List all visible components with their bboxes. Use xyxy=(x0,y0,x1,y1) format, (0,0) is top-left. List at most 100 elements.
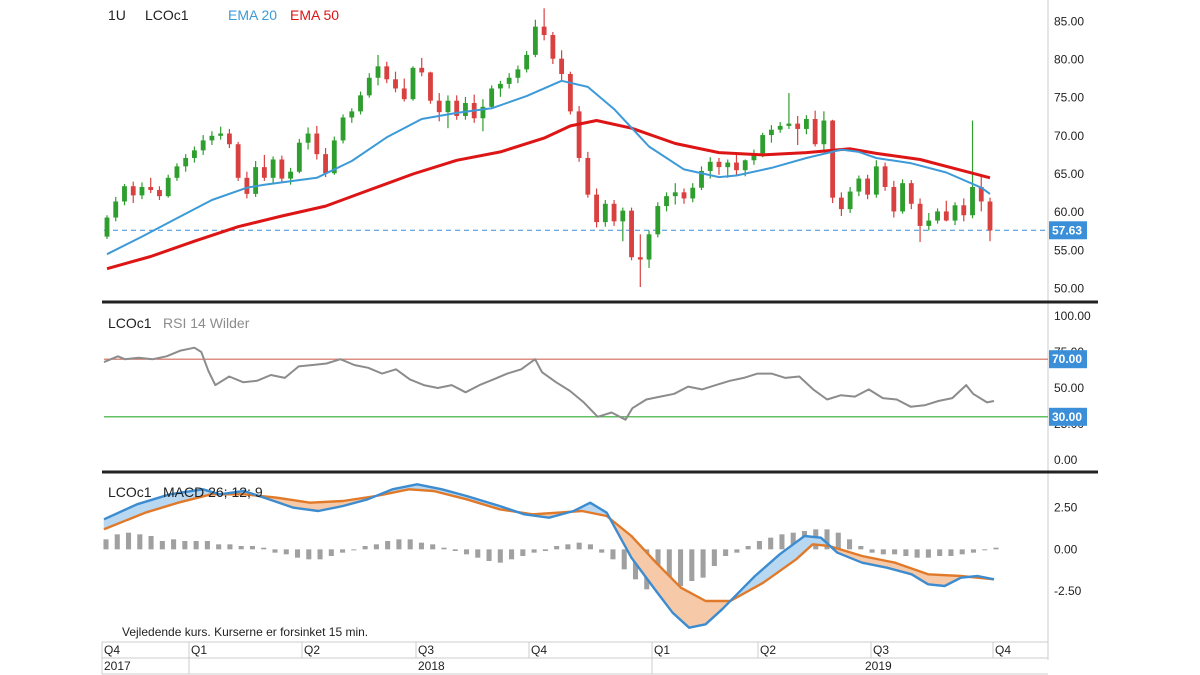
macd-histogram-bar xyxy=(970,549,977,553)
candle-body xyxy=(550,35,556,59)
candle-body xyxy=(602,203,608,223)
candle-body xyxy=(734,162,739,171)
candle-body xyxy=(900,183,905,212)
macd-histogram-bar xyxy=(869,549,875,553)
macd-histogram-bar xyxy=(689,549,695,581)
candle-body xyxy=(314,133,320,155)
macd-histogram-bar xyxy=(114,534,120,550)
symbol-label[interactable]: LCOc1 xyxy=(145,7,189,23)
macd-histogram-bar xyxy=(880,549,886,555)
macd-histogram-bar xyxy=(520,549,526,556)
macd-histogram-bar xyxy=(835,532,841,550)
interval-label[interactable]: 1U xyxy=(108,7,126,23)
macd-histogram-bar xyxy=(159,541,165,550)
candle-body xyxy=(270,159,276,178)
macd-histogram-bar xyxy=(340,549,346,553)
macd-histogram-bar xyxy=(847,539,853,550)
candle-body xyxy=(803,119,809,129)
macd-histogram-bar xyxy=(858,546,864,550)
macd-histogram-bar xyxy=(723,549,729,556)
macd-histogram-bar xyxy=(294,549,301,558)
candle-body xyxy=(157,190,162,197)
chart-frame xyxy=(101,0,1098,675)
candle-body xyxy=(419,67,425,73)
macd-histogram-bar xyxy=(441,547,447,550)
macd-indicator-label[interactable]: MACD 26; 12; 9 xyxy=(163,484,263,500)
candle-body xyxy=(917,203,923,226)
macd-histogram-bar xyxy=(756,541,762,550)
macd-histogram-bar xyxy=(272,549,278,553)
macd-histogram-bar xyxy=(599,549,605,553)
candle-body xyxy=(891,186,897,212)
candle-body xyxy=(200,140,206,151)
candle-body xyxy=(681,192,687,199)
candle-body xyxy=(296,142,302,172)
candle-body xyxy=(261,167,267,178)
candle-body xyxy=(690,187,696,199)
candle-body xyxy=(751,153,757,161)
rsi-panel xyxy=(103,346,1048,421)
macd-fill-segment xyxy=(676,582,682,621)
price-tick-label: 75.00 xyxy=(1054,91,1084,105)
macd-fill-segment xyxy=(701,598,706,626)
candle-body xyxy=(655,206,661,235)
candle-body xyxy=(707,161,713,171)
year-label: 2018 xyxy=(418,659,445,673)
macd-histogram-bar xyxy=(430,544,436,550)
candle-body xyxy=(445,100,451,113)
ema20-label[interactable]: EMA 20 xyxy=(228,7,277,23)
macd-histogram-bar xyxy=(554,546,560,550)
candle-body xyxy=(532,26,538,55)
macd-histogram-bar xyxy=(565,544,571,550)
rsi-lower-badge-label: 30.00 xyxy=(1052,410,1082,424)
candle-body xyxy=(122,186,127,202)
candle-body xyxy=(970,186,975,216)
rsi-line xyxy=(103,346,995,421)
macd-histogram-bar xyxy=(396,539,402,550)
candle-body xyxy=(856,178,862,192)
macd-histogram-bar xyxy=(678,549,684,586)
rsi-symbol-label[interactable]: LCOc1 xyxy=(108,315,152,331)
rsi-tick-label: 50.00 xyxy=(1054,381,1084,395)
macd-histogram-bar xyxy=(238,546,244,550)
candle-body xyxy=(725,162,731,168)
macd-histogram-bar xyxy=(216,544,222,550)
candle-body xyxy=(139,186,145,196)
price-tick-label: 70.00 xyxy=(1054,129,1084,143)
candle-body xyxy=(611,203,617,222)
ema50-label[interactable]: EMA 50 xyxy=(290,7,339,23)
macd-histogram-bar xyxy=(148,536,154,550)
candle-body xyxy=(882,166,888,187)
candle-body xyxy=(349,111,355,118)
rsi-indicator-label[interactable]: RSI 14 Wilder xyxy=(163,315,250,331)
macd-histogram-bar xyxy=(903,549,909,556)
quarter-label: Q3 xyxy=(418,643,434,657)
candle-body xyxy=(393,79,398,89)
macd-histogram-bar xyxy=(452,549,458,551)
macd-histogram-bar xyxy=(937,549,943,556)
rsi-upper-badge-label: 70.00 xyxy=(1052,352,1082,366)
price-tick-label: 60.00 xyxy=(1054,205,1084,219)
macd-histogram-bar xyxy=(824,529,830,550)
macd-histogram-bar xyxy=(779,534,785,550)
candle-body xyxy=(742,160,748,171)
candle-body xyxy=(209,135,215,141)
candle-body xyxy=(506,77,512,84)
macd-histogram-bar xyxy=(576,542,582,550)
candle-body xyxy=(279,159,285,179)
macd-histogram-bar xyxy=(125,532,132,550)
quarter-label: Q3 xyxy=(873,643,889,657)
candle-body xyxy=(235,144,241,178)
candle-body xyxy=(489,88,495,107)
candle-body xyxy=(646,234,652,260)
macd-symbol-label[interactable]: LCOc1 xyxy=(108,484,152,500)
macd-histogram-bar xyxy=(182,541,188,550)
macd-histogram-bar xyxy=(373,544,379,550)
macd-histogram-bar xyxy=(948,549,954,556)
candle-body xyxy=(113,201,119,218)
rsi-tick-label: 100.00 xyxy=(1054,309,1091,323)
last-price-value: 57.63 xyxy=(1052,223,1082,237)
candle-body xyxy=(253,167,259,194)
macd-histogram-bar xyxy=(621,549,627,570)
macd-histogram-bar xyxy=(711,549,717,566)
